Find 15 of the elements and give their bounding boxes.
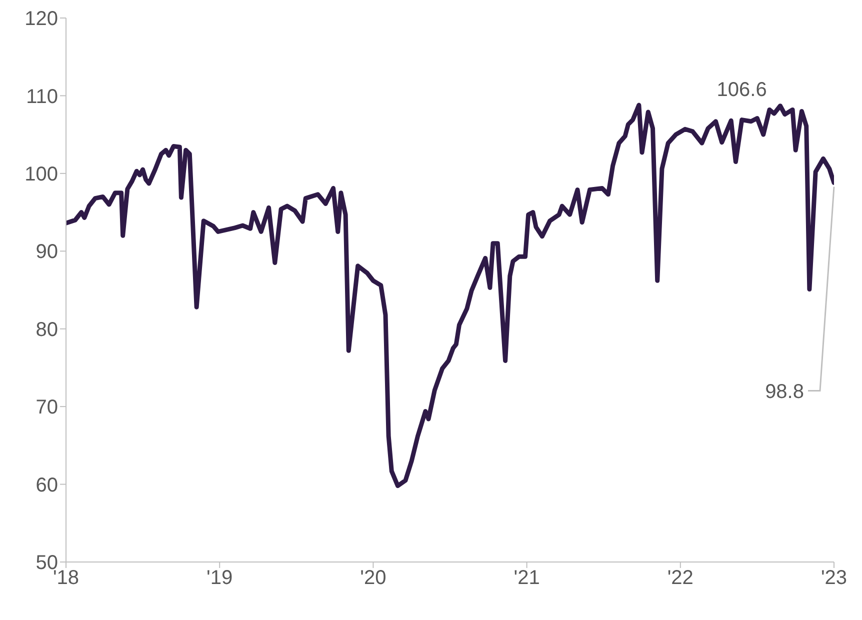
y-tick-label: 110 — [26, 86, 58, 108]
y-tick-label: 90 — [36, 241, 58, 264]
y-tick-label: 60 — [36, 474, 58, 496]
y-tick-label: 70 — [36, 396, 58, 419]
annotation: 98.8 — [765, 380, 804, 403]
line-series — [66, 102, 834, 488]
y-tick-label: 100 — [24, 164, 58, 186]
x-tick-label: '22 — [667, 567, 694, 590]
x-tick-label: '20 — [360, 567, 386, 590]
x-tick-label: '23 — [820, 567, 848, 590]
x-tick-label: '21 — [514, 567, 540, 590]
y-tick-label: 80 — [36, 318, 58, 341]
x-tick-label: '19 — [206, 567, 233, 590]
annotation: 106.6 — [716, 79, 767, 102]
y-tick-label: 120 — [24, 8, 58, 30]
